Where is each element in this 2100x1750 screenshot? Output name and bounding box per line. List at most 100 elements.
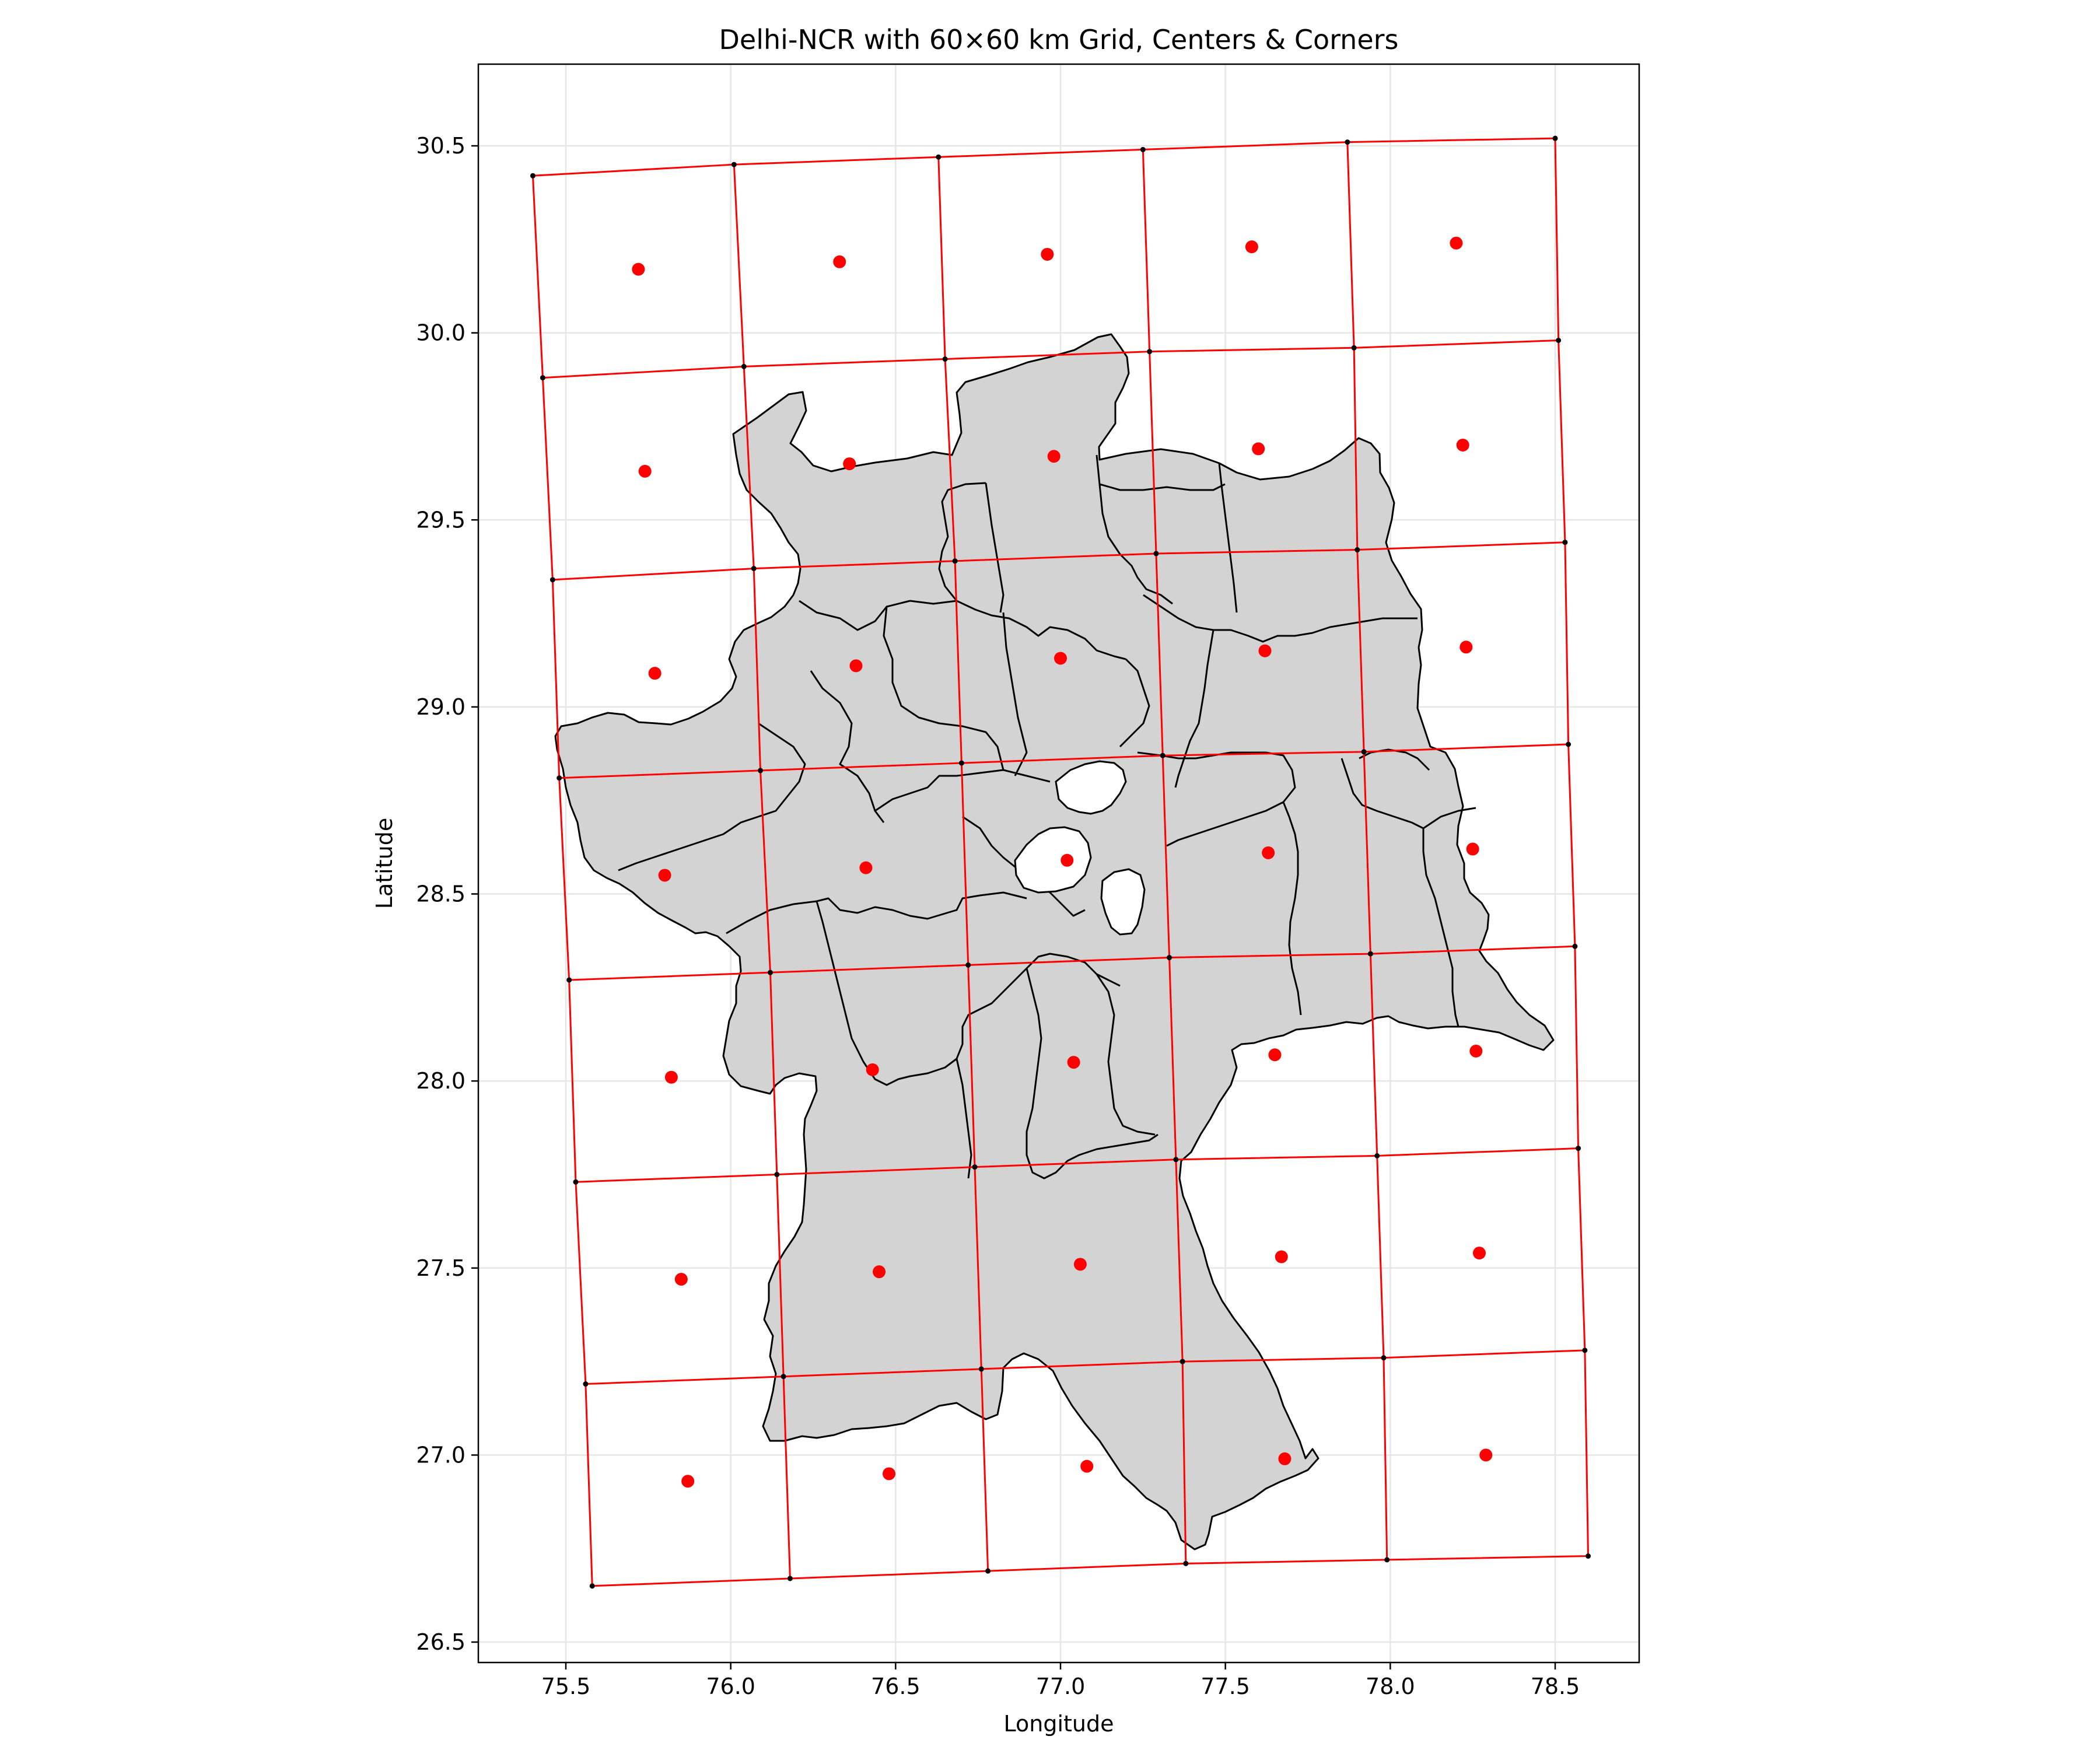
corner-point	[1576, 1146, 1581, 1152]
y-tick-label: 30.0	[416, 320, 466, 346]
grid-column-line	[937, 157, 989, 1572]
corner-point	[1160, 752, 1166, 758]
corner-point	[566, 977, 572, 983]
corner-point	[589, 1583, 595, 1589]
corner-point	[1173, 1157, 1179, 1163]
corner-point	[573, 1179, 579, 1185]
y-axis-label: Latitude	[372, 818, 397, 909]
corner-point	[972, 1164, 978, 1170]
center-point	[1054, 652, 1067, 665]
corner-point	[731, 162, 737, 167]
corner-point	[942, 356, 948, 362]
corner-point	[780, 1374, 786, 1380]
y-tick-label: 30.5	[416, 133, 466, 159]
center-point	[1275, 1250, 1288, 1264]
corner-point	[1367, 951, 1373, 957]
grid-column-line	[1346, 142, 1388, 1560]
center-point	[1067, 1056, 1080, 1069]
center-point	[1080, 1460, 1094, 1473]
x-tick-label: 75.5	[541, 1674, 591, 1699]
center-point	[859, 861, 873, 874]
corner-point	[758, 768, 764, 774]
center-point	[1073, 1258, 1087, 1271]
y-tick-label: 27.5	[416, 1255, 466, 1281]
grid-row-line	[559, 743, 1569, 779]
x-tick-label: 76.0	[706, 1674, 755, 1699]
delhi-hole-west	[1014, 826, 1092, 894]
corner-point	[1582, 1348, 1588, 1353]
grid-column-line	[1142, 149, 1187, 1564]
corner-point	[530, 173, 536, 178]
grid-row-line	[592, 1555, 1588, 1587]
grid-row-line	[575, 1147, 1578, 1183]
corner-point	[1381, 1355, 1387, 1361]
x-tick-label: 78.5	[1531, 1674, 1580, 1699]
corner-point	[1361, 749, 1367, 755]
center-point	[1262, 846, 1275, 859]
y-tick-label: 29.0	[416, 694, 466, 720]
corner-point	[751, 566, 757, 572]
center-point	[664, 1070, 678, 1084]
x-axis-ticks: 75.5 76.0 76.5 77.0 77.5 78.0 78.5	[541, 1662, 1580, 1699]
corner-point	[1183, 1560, 1189, 1566]
x-tick-label: 76.5	[871, 1674, 921, 1699]
corner-point	[1354, 547, 1360, 553]
corner-point	[774, 1171, 780, 1177]
corner-point	[958, 760, 964, 766]
center-point	[1252, 442, 1265, 456]
center-point	[1479, 1448, 1493, 1462]
grid-column-line	[531, 176, 593, 1586]
axes-frame	[477, 63, 1640, 1664]
y-tick-label: 27.0	[416, 1442, 466, 1468]
corner-point	[1556, 337, 1562, 343]
corner-point	[787, 1576, 793, 1581]
corner-point	[1147, 349, 1153, 355]
x-axis-label: Longitude	[1004, 1711, 1114, 1737]
corner-point	[583, 1381, 589, 1387]
center-point	[1060, 853, 1074, 867]
center-point	[883, 1467, 896, 1480]
km-grid	[531, 137, 1590, 1587]
center-point	[632, 262, 645, 276]
chart-title: Delhi-NCR with 60×60 km Grid, Centers & …	[719, 24, 1398, 55]
center-point	[1460, 640, 1473, 654]
corner-point	[952, 558, 958, 564]
grid-row-line	[542, 339, 1559, 379]
y-tick-label: 28.5	[416, 881, 466, 907]
center-point	[681, 1475, 695, 1488]
delhi-hole-north	[1055, 760, 1127, 815]
center-point	[843, 457, 856, 471]
center-point	[873, 1265, 886, 1279]
corner-point	[1167, 955, 1172, 961]
corner-point	[1345, 139, 1350, 145]
corner-point	[1351, 345, 1357, 351]
center-point	[1268, 1048, 1282, 1062]
center-point	[833, 255, 846, 268]
grid-column-line	[733, 164, 791, 1579]
corner-point	[556, 775, 562, 781]
corner-point	[540, 375, 545, 381]
grid-row-line	[569, 945, 1575, 981]
corner-point	[1153, 551, 1159, 556]
grid-column-line	[1554, 138, 1590, 1556]
x-tick-label: 78.0	[1366, 1674, 1415, 1699]
center-point	[866, 1063, 879, 1076]
grid-corners	[530, 135, 1591, 1589]
ncr-outline	[554, 333, 1555, 1550]
corner-point	[1374, 1153, 1380, 1158]
y-axis-ticks: 26.5 27.0 27.5 28.0 28.5 29.0 29.5 30.0 30.5	[416, 133, 478, 1655]
corner-point	[936, 154, 942, 160]
y-tick-label: 28.0	[416, 1068, 466, 1094]
y-tick-label: 26.5	[416, 1629, 466, 1655]
center-point	[1278, 1452, 1292, 1465]
x-tick-label: 77.5	[1200, 1674, 1250, 1699]
corner-point	[741, 363, 747, 369]
center-point	[1258, 644, 1272, 657]
corner-point	[1562, 540, 1568, 545]
x-tick-label: 77.0	[1036, 1674, 1086, 1699]
grid-row-line	[552, 541, 1566, 581]
center-point	[674, 1272, 688, 1286]
corner-point	[1566, 741, 1572, 747]
corner-point	[985, 1568, 991, 1574]
